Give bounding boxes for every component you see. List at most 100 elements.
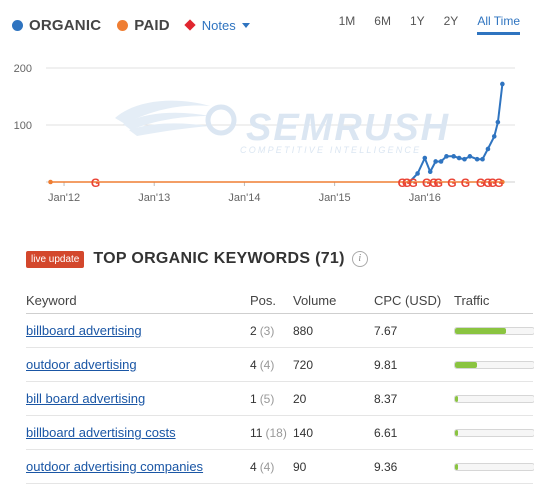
pos-value: 2 — [250, 323, 257, 338]
google-update-icon: G — [434, 176, 443, 190]
y-tick-label: 100 — [14, 120, 32, 132]
cpc-value: 8.37 — [374, 391, 398, 406]
keyword-link[interactable]: billboard advertising costs — [26, 425, 176, 440]
data-point-organic — [474, 156, 480, 162]
notes-dropdown[interactable]: Notes — [184, 17, 250, 33]
google-update-icon: G — [422, 176, 431, 190]
google-update-icon: G — [461, 176, 470, 190]
data-point-organic — [456, 155, 462, 161]
traffic-bar-fill — [455, 327, 506, 334]
legend-organic[interactable]: ORGANIC — [12, 17, 101, 34]
paid-dot-icon — [117, 19, 129, 31]
data-point-organic — [467, 154, 473, 159]
data-point-paid — [500, 179, 505, 185]
google-update-icon: G — [483, 176, 492, 190]
data-point-organic — [491, 134, 497, 139]
data-point-paid — [48, 179, 53, 185]
volume-value: 880 — [293, 323, 314, 338]
data-point-organic — [495, 119, 501, 125]
range-1m[interactable]: 1M — [338, 14, 356, 28]
prev-pos-value: (4) — [259, 357, 275, 372]
google-update-icon: G — [398, 176, 407, 190]
keywords-title: TOP ORGANIC KEYWORDS (71) — [93, 250, 345, 267]
y-tick-label: 200 — [14, 63, 32, 75]
google-update-icon: G — [488, 176, 497, 190]
prev-pos-value: (4) — [259, 459, 275, 474]
data-point-organic — [427, 169, 433, 175]
prev-pos-value: (5) — [259, 391, 275, 406]
x-tick-label: Jan'15 — [319, 192, 351, 204]
table-header: Keyword Pos. Volume CPC (USD) Traffic — [26, 289, 533, 314]
data-point-organic — [462, 156, 467, 162]
google-update-icon: G — [476, 176, 485, 190]
notes-diamond-icon — [184, 19, 196, 31]
x-tick-label: Jan'14 — [228, 192, 260, 204]
cpc-value: 9.81 — [374, 357, 398, 372]
google-update-icon: G — [402, 176, 411, 190]
range-2y[interactable]: 2Y — [443, 14, 459, 28]
keyword-link[interactable]: bill board advertising — [26, 391, 146, 406]
legend-paid[interactable]: PAID — [117, 17, 170, 34]
organic-traffic-chart: SEMRUSH COMPETITIVE INTELLIGENCE 200100 … — [14, 63, 515, 204]
range-6m[interactable]: 6M — [374, 14, 391, 28]
cpc-value: 6.61 — [374, 425, 398, 440]
data-point-organic — [444, 154, 449, 159]
google-update-icon: G — [494, 176, 503, 190]
legend-paid-label: PAID — [134, 16, 170, 34]
chart-series — [48, 81, 505, 185]
traffic-bar — [454, 326, 534, 335]
semrush-logo-icon — [115, 100, 237, 136]
legend-organic-label: ORGANIC — [29, 16, 102, 34]
data-point-organic — [451, 154, 456, 159]
col-pos: Pos. — [250, 293, 277, 308]
google-update-icon: G — [429, 176, 438, 190]
keywords-header: live update TOP ORGANIC KEYWORDS (71) i — [26, 250, 368, 268]
range-1y[interactable]: 1Y — [409, 14, 425, 28]
keywords-table: Keyword Pos. Volume CPC (USD) Traffic bi… — [26, 289, 534, 484]
keyword-link[interactable]: outdoor advertising companies — [26, 459, 204, 474]
table-row: outdoor advertising 4 (4) 720 9.81 — [26, 348, 534, 382]
organic-dot-icon — [12, 19, 23, 31]
col-cpc: CPC (USD) — [374, 293, 442, 308]
col-keyword: Keyword — [26, 293, 77, 308]
col-traffic: Traffic — [454, 293, 490, 308]
table-row: billboard advertising 2 (3) 880 7.67 — [26, 314, 534, 348]
data-point-organic — [485, 146, 491, 152]
data-point-organic — [422, 155, 428, 161]
data-point-organic — [433, 159, 438, 164]
live-update-badge: live update — [26, 250, 85, 268]
cpc-value: 7.67 — [374, 323, 398, 338]
data-point-paid — [407, 179, 412, 185]
keyword-link[interactable]: billboard advertising — [26, 323, 142, 338]
data-point-organic — [480, 156, 485, 162]
pos-value: 1 — [250, 391, 257, 406]
google-update-icon: G — [408, 176, 417, 190]
range-all-time[interactable]: All Time — [477, 14, 520, 35]
pos-value: 4 — [250, 357, 257, 372]
table-row: billboard advertising costs 11 (18) 140 6… — [26, 416, 534, 450]
data-point-organic — [415, 171, 420, 176]
traffic-bar-fill — [455, 361, 478, 368]
volume-value: 140 — [293, 425, 314, 440]
table-row: outdoor advertising companies 4 (4) 90 9.… — [26, 450, 534, 484]
prev-pos-value: (18) — [265, 425, 287, 440]
traffic-bar-fill — [455, 463, 459, 470]
keyword-link[interactable]: outdoor advertising — [26, 357, 137, 372]
data-point-organic — [500, 81, 505, 87]
watermark-sub: COMPETITIVE INTELLIGENCE — [240, 145, 421, 155]
volume-value: 720 — [293, 357, 314, 372]
traffic-bar — [454, 462, 534, 471]
google-update-icon: G — [447, 176, 456, 190]
traffic-bar-fill — [455, 395, 459, 402]
notes-label: Notes — [201, 17, 236, 33]
traffic-bar — [454, 428, 534, 437]
info-icon[interactable]: i — [351, 251, 368, 267]
traffic-bar — [454, 360, 534, 369]
volume-value: 20 — [293, 391, 307, 406]
time-range-selector: 1M 6M 1Y 2Y All Time — [320, 14, 520, 35]
x-tick-label: Jan'12 — [48, 192, 80, 204]
cpc-value: 9.36 — [374, 459, 398, 474]
data-point-organic — [438, 159, 444, 164]
pos-value: 4 — [250, 459, 257, 474]
